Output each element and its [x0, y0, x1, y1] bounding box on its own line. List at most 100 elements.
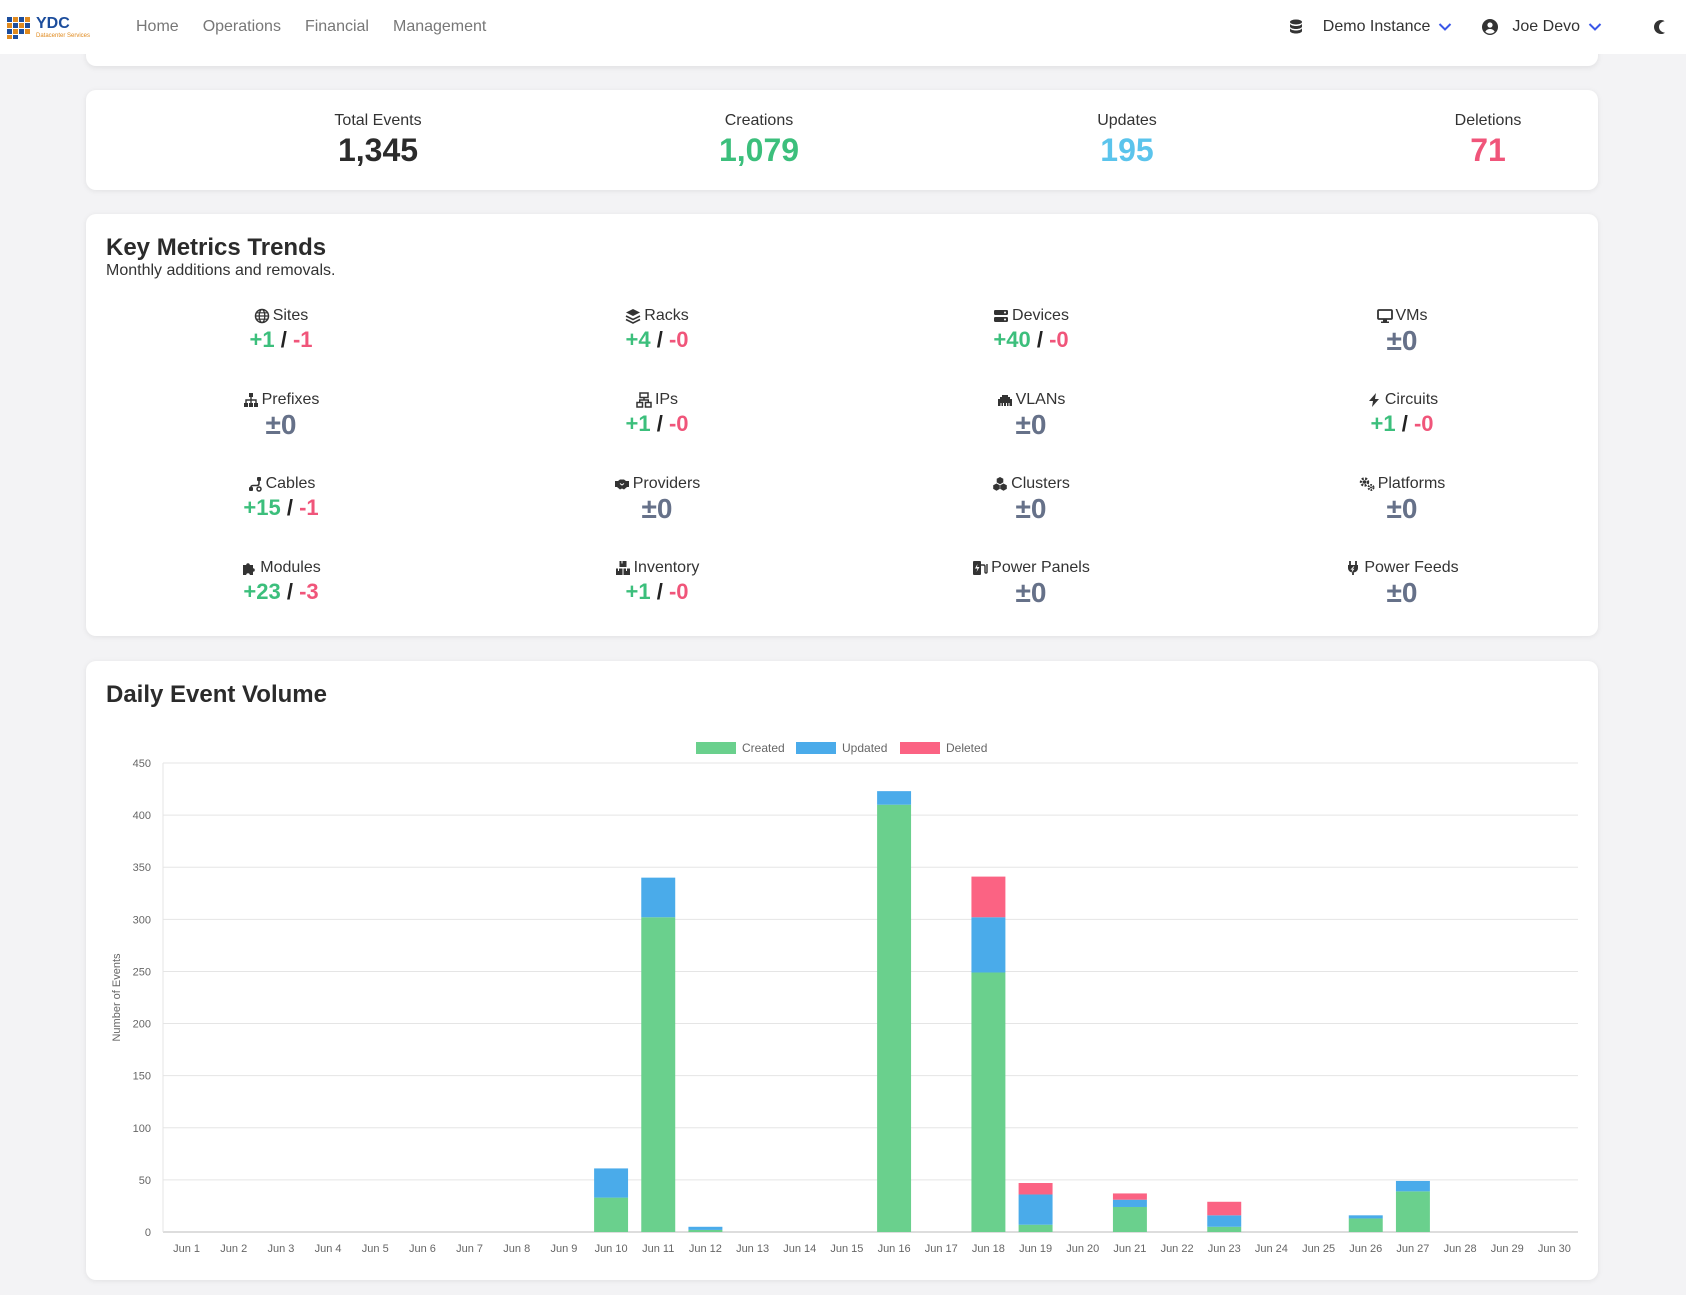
metric-removals: -0	[668, 411, 689, 436]
y-tick-label: 150	[133, 1071, 151, 1083]
metric-additions: +1	[1370, 411, 1396, 436]
nav-financial[interactable]: Financial	[304, 18, 369, 35]
bar-created-jun-11[interactable]	[641, 917, 676, 1232]
stat-deletions: Deletions 71	[1338, 112, 1638, 169]
x-tick-label: Jun 2	[220, 1243, 247, 1255]
metric-providers: Providers ±0	[497, 475, 817, 525]
bar-updated-jun-10[interactable]	[594, 1168, 629, 1198]
bar-updated-jun-11[interactable]	[641, 877, 676, 918]
metric-value: ±0	[1015, 577, 1047, 608]
bar-created-jun-26[interactable]	[1348, 1218, 1383, 1232]
metric-label: IPs	[497, 391, 817, 409]
legend-item-created[interactable]: Created	[696, 741, 785, 755]
nav-operations[interactable]: Operations	[202, 18, 281, 35]
metric-label: Clusters	[871, 475, 1191, 493]
metric-vms: VMs ±0	[1242, 307, 1562, 357]
x-tick-label: Jun 7	[456, 1243, 483, 1255]
brand[interactable]: YDC Datacenter Services	[6, 14, 120, 40]
x-tick-label: Jun 25	[1302, 1243, 1335, 1255]
metric-additions: +4	[625, 327, 651, 352]
bar-updated-jun-21[interactable]	[1112, 1199, 1147, 1207]
bar-created-jun-16[interactable]	[877, 804, 912, 1232]
key-metrics-card: Key Metrics Trends Monthly additions and…	[86, 214, 1598, 636]
metric-label-text: Power Feeds	[1364, 559, 1459, 576]
y-tick-label: 350	[133, 862, 151, 874]
metric-label: Power Feeds	[1242, 559, 1562, 577]
metric-sites: Sites +1 / -1	[121, 307, 441, 353]
logo-icon	[7, 17, 30, 39]
network-icon	[636, 392, 652, 408]
metric-label-text: IPs	[654, 391, 679, 408]
metric-value: +15 / -1	[121, 495, 441, 521]
bar-created-jun-19[interactable]	[1018, 1224, 1053, 1232]
metric-circuits: Circuits +1 / -0	[1242, 391, 1562, 437]
bar-updated-jun-23[interactable]	[1207, 1215, 1242, 1227]
metric-label-text: VLANs	[1015, 391, 1066, 408]
metric-label-text: Power Panels	[991, 559, 1090, 576]
metric-removals: -0	[1413, 411, 1434, 436]
cable-icon	[248, 477, 262, 492]
metric-label: Cables	[121, 475, 441, 493]
stat-value: 1,079	[718, 132, 800, 168]
bar-updated-jun-27[interactable]	[1395, 1180, 1430, 1192]
metric-label-text: VMs	[1395, 307, 1428, 324]
bar-created-jun-23[interactable]	[1207, 1226, 1242, 1232]
instance-selector[interactable]: Demo Instance	[1289, 18, 1453, 36]
globe-icon	[254, 308, 269, 324]
metric-inventory: Inventory +1 / -0	[497, 559, 817, 605]
bar-updated-jun-16[interactable]	[877, 791, 912, 805]
stat-total-events: Total Events 1,345	[228, 112, 528, 169]
user-name: Joe Devo	[1512, 18, 1580, 35]
y-tick-label: 50	[139, 1175, 151, 1187]
metric-additions: +40	[993, 327, 1031, 352]
metric-label: Devices	[871, 307, 1191, 325]
x-tick-label: Jun 9	[550, 1243, 577, 1255]
metric-label: Providers	[497, 475, 817, 493]
legend-label: Updated	[842, 741, 887, 755]
metric-removals: -3	[299, 579, 319, 604]
daily-event-volume-card: Daily Event Volume 0 50 100 150 200 250 300 350…	[86, 661, 1598, 1280]
bar-updated-jun-12[interactable]	[688, 1226, 723, 1230]
database-icon	[1289, 19, 1302, 34]
bar-updated-jun-26[interactable]	[1348, 1215, 1383, 1219]
legend-swatch	[696, 742, 736, 754]
x-tick-label: Jun 20	[1066, 1243, 1099, 1255]
bar-created-jun-10[interactable]	[594, 1197, 629, 1232]
metric-additions: +1	[625, 411, 651, 436]
bar-deleted-jun-18[interactable]	[971, 876, 1006, 918]
x-tick-label: Jun 5	[362, 1243, 389, 1255]
metric-separator: /	[280, 327, 287, 352]
user-menu[interactable]: Joe Devo	[1482, 18, 1602, 36]
dark-mode-moon-icon[interactable]	[1652, 19, 1666, 35]
nav-management[interactable]: Management	[392, 18, 487, 35]
legend-item-updated[interactable]: Updated	[796, 741, 887, 755]
bar-updated-jun-19[interactable]	[1018, 1194, 1053, 1225]
bar-created-jun-27[interactable]	[1395, 1191, 1430, 1232]
stat-label: Creations	[724, 112, 794, 129]
bar-updated-jun-18[interactable]	[971, 917, 1006, 973]
charging-station-icon	[973, 561, 988, 575]
x-tick-label: Jun 21	[1113, 1243, 1146, 1255]
bar-created-jun-18[interactable]	[971, 972, 1006, 1232]
server-icon	[994, 310, 1009, 322]
bar-deleted-jun-21[interactable]	[1112, 1193, 1147, 1200]
bar-deleted-jun-23[interactable]	[1207, 1201, 1242, 1216]
metric-separator: /	[656, 579, 663, 604]
metric-racks: Racks +4 / -0	[497, 307, 817, 353]
metric-value: +1 / -0	[497, 411, 817, 437]
chevron-down-icon	[1588, 23, 1602, 31]
metric-label: VLANs	[871, 391, 1191, 409]
metric-label: Platforms	[1242, 475, 1562, 493]
metric-value: +1 / -1	[121, 327, 441, 353]
instance-name: Demo Instance	[1322, 18, 1431, 35]
metric-additions: +15	[243, 495, 281, 520]
bar-created-jun-12[interactable]	[688, 1229, 723, 1232]
gears-icon	[1359, 477, 1375, 491]
bar-created-jun-21[interactable]	[1112, 1206, 1147, 1232]
legend-item-deleted[interactable]: Deleted	[900, 741, 987, 755]
metric-clusters: Clusters ±0	[871, 475, 1191, 525]
metric-label: Sites	[121, 307, 441, 325]
metric-removals: -1	[299, 495, 319, 520]
bar-deleted-jun-19[interactable]	[1018, 1183, 1053, 1195]
nav-home[interactable]: Home	[136, 18, 179, 35]
